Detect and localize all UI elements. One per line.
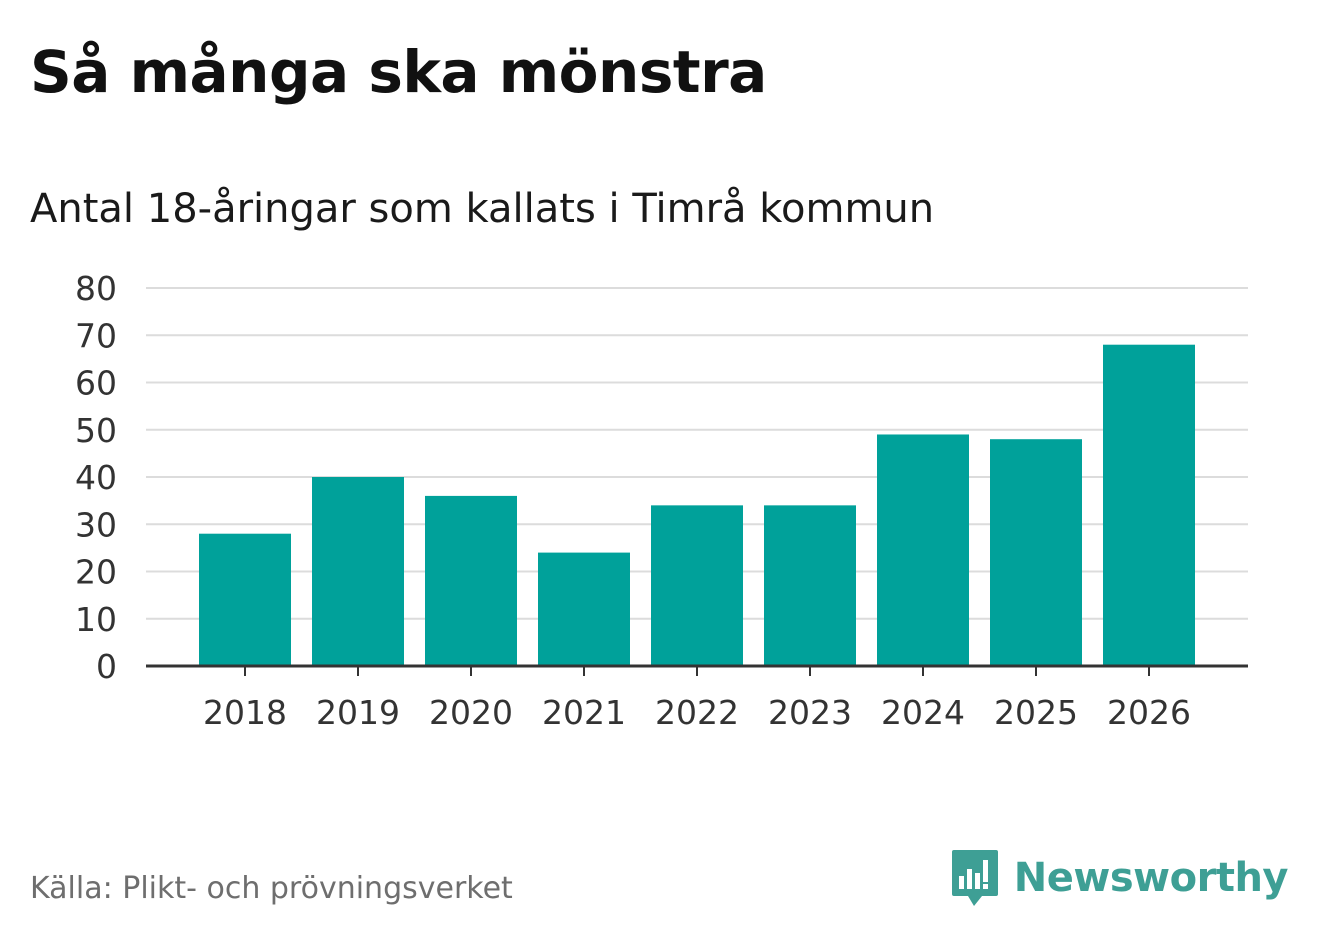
bar bbox=[1103, 344, 1195, 666]
bar-chart-speech-bubble-icon bbox=[951, 850, 998, 906]
bar bbox=[199, 533, 291, 666]
y-tick-label: 60 bbox=[75, 364, 117, 403]
x-tick-label: 2026 bbox=[1107, 693, 1191, 732]
x-tick-label: 2018 bbox=[203, 693, 287, 732]
y-tick-label: 20 bbox=[75, 553, 117, 592]
chart-subtitle: Antal 18-åringar som kallats i Timrå kom… bbox=[30, 186, 935, 232]
x-tick-label: 2021 bbox=[542, 693, 626, 732]
y-tick-label: 30 bbox=[75, 505, 117, 544]
y-tick-label: 10 bbox=[75, 600, 117, 639]
y-tick-label: 80 bbox=[75, 269, 117, 308]
x-tick-label: 2020 bbox=[429, 693, 513, 732]
brand-logo: Newsworthy bbox=[950, 848, 1289, 908]
y-tick-label: 70 bbox=[75, 316, 117, 355]
chart-title: Så många ska mönstra bbox=[30, 38, 767, 106]
x-tick-label: 2019 bbox=[316, 693, 400, 732]
brand-name: Newsworthy bbox=[1013, 855, 1289, 901]
source-note: Källa: Plikt- och prövningsverket bbox=[30, 871, 513, 906]
y-tick-label: 0 bbox=[96, 647, 117, 686]
x-tick-label: 2022 bbox=[655, 693, 739, 732]
x-tick-label: 2023 bbox=[768, 693, 852, 732]
bar bbox=[651, 505, 743, 666]
y-tick-label: 50 bbox=[75, 411, 117, 450]
bar bbox=[990, 439, 1082, 666]
bar bbox=[312, 477, 404, 666]
bar bbox=[538, 552, 630, 666]
y-tick-label: 40 bbox=[75, 458, 117, 497]
bar bbox=[764, 505, 856, 666]
bar bbox=[877, 434, 969, 666]
x-tick-label: 2025 bbox=[994, 693, 1078, 732]
x-tick-label: 2024 bbox=[881, 693, 965, 732]
bar bbox=[425, 495, 517, 666]
bar-chart: 0 10 20 30 40 50 60 70 80 2018 2019 2020 2021 2022 202… bbox=[75, 269, 1248, 732]
